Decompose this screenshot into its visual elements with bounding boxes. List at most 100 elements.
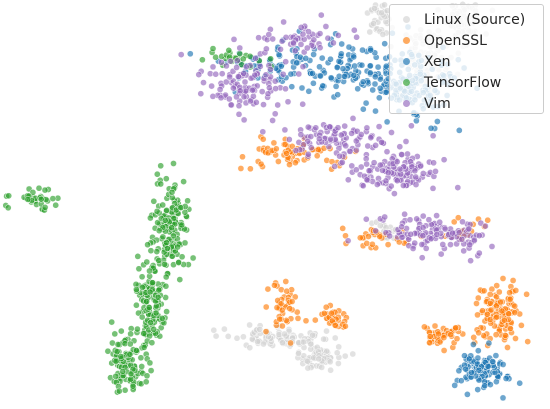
data-point-vim — [299, 63, 307, 71]
data-point-xen — [302, 55, 310, 62]
data-point-vim — [341, 122, 349, 130]
data-point-linux — [254, 338, 261, 345]
data-point-openssl — [426, 339, 433, 347]
data-point-xen — [455, 367, 463, 375]
data-point-tensorflow — [109, 339, 116, 347]
data-point-xen — [327, 74, 335, 82]
data-point-xen — [339, 65, 347, 73]
legend-marker-openssl — [403, 37, 410, 44]
data-point-linux — [381, 1, 388, 9]
data-point-xen — [369, 86, 377, 94]
data-point-openssl — [247, 165, 254, 173]
data-point-vim — [316, 30, 324, 37]
data-point-tensorflow — [177, 204, 185, 211]
data-point-vim — [413, 215, 421, 223]
data-point-vim — [291, 47, 299, 55]
data-point-tensorflow — [163, 207, 170, 214]
data-point-openssl — [356, 234, 364, 242]
data-point-vim — [236, 87, 244, 95]
data-point-linux — [233, 334, 241, 342]
data-point-vim — [330, 39, 337, 47]
data-point-openssl — [487, 306, 495, 314]
data-point-vim — [230, 36, 238, 43]
data-point-openssl — [259, 135, 267, 143]
data-point-linux — [307, 340, 315, 348]
data-point-linux — [335, 360, 342, 367]
data-point-vim — [363, 176, 371, 184]
data-point-xen — [338, 40, 346, 48]
data-point-xen — [468, 369, 475, 376]
data-point-xen — [381, 40, 389, 48]
data-point-tensorflow — [115, 387, 123, 395]
data-point-vim — [233, 93, 240, 101]
data-point-vim — [235, 102, 243, 110]
data-point-xen — [462, 365, 469, 373]
data-point-vim — [267, 65, 274, 73]
data-point-openssl — [454, 214, 462, 222]
data-point-vim — [282, 58, 290, 66]
data-point-vim — [365, 167, 373, 175]
data-point-vim — [357, 131, 365, 138]
data-point-xen — [310, 79, 317, 87]
legend-label-openssl: OpenSSL — [424, 32, 487, 49]
data-point-linux — [275, 331, 283, 338]
data-point-vim — [398, 151, 406, 158]
data-point-vim — [223, 62, 230, 70]
data-point-tensorflow — [143, 258, 151, 266]
data-point-vim — [290, 39, 297, 47]
data-point-openssl — [511, 309, 519, 316]
data-point-vim — [419, 224, 427, 231]
data-point-vim — [488, 243, 496, 250]
data-point-vim — [419, 232, 427, 240]
data-point-xen — [474, 386, 482, 393]
data-point-openssl — [257, 160, 265, 168]
data-point-openssl — [475, 329, 482, 337]
data-point-xen — [372, 107, 379, 115]
data-point-vim — [280, 18, 287, 26]
data-point-tensorflow — [104, 347, 112, 355]
data-point-vim — [364, 142, 372, 150]
data-point-vim — [398, 233, 406, 241]
data-point-xen — [337, 50, 345, 58]
data-point-tensorflow — [239, 55, 247, 63]
data-point-vim — [441, 225, 449, 233]
data-point-linux — [323, 347, 331, 355]
data-point-vim — [439, 241, 447, 248]
data-point-openssl — [283, 149, 290, 157]
data-point-tensorflow — [143, 298, 150, 305]
data-point-tensorflow — [168, 188, 176, 196]
data-point-vim — [269, 35, 277, 43]
data-point-linux — [260, 340, 267, 348]
data-point-openssl — [484, 311, 491, 318]
data-point-tensorflow — [170, 160, 177, 167]
data-point-vim — [408, 122, 415, 130]
data-point-openssl — [473, 300, 480, 307]
data-point-vim — [247, 97, 254, 105]
legend-marker-xen — [403, 58, 410, 65]
data-point-vim — [381, 213, 389, 221]
data-point-vim — [230, 84, 237, 92]
data-point-vim — [378, 138, 385, 146]
series-xen — [186, 23, 524, 402]
data-point-tensorflow — [133, 301, 140, 309]
data-point-xen — [375, 94, 383, 102]
data-point-tensorflow — [49, 195, 57, 202]
data-point-openssl — [264, 285, 272, 293]
data-point-xen — [434, 118, 441, 125]
data-point-xen — [455, 127, 463, 134]
data-point-vim — [259, 128, 267, 136]
data-point-tensorflow — [164, 245, 171, 252]
data-point-openssl — [518, 322, 525, 329]
data-point-xen — [371, 80, 379, 88]
data-point-openssl — [452, 324, 460, 332]
data-point-linux — [349, 350, 357, 358]
data-point-openssl — [509, 277, 517, 284]
data-point-vim — [465, 225, 473, 233]
data-point-vim — [432, 168, 439, 175]
data-point-tensorflow — [138, 313, 146, 321]
data-point-vim — [429, 132, 437, 140]
data-point-tensorflow — [181, 239, 189, 247]
data-point-tensorflow — [37, 195, 45, 203]
data-point-xen — [350, 72, 358, 79]
data-point-vim — [265, 31, 273, 38]
